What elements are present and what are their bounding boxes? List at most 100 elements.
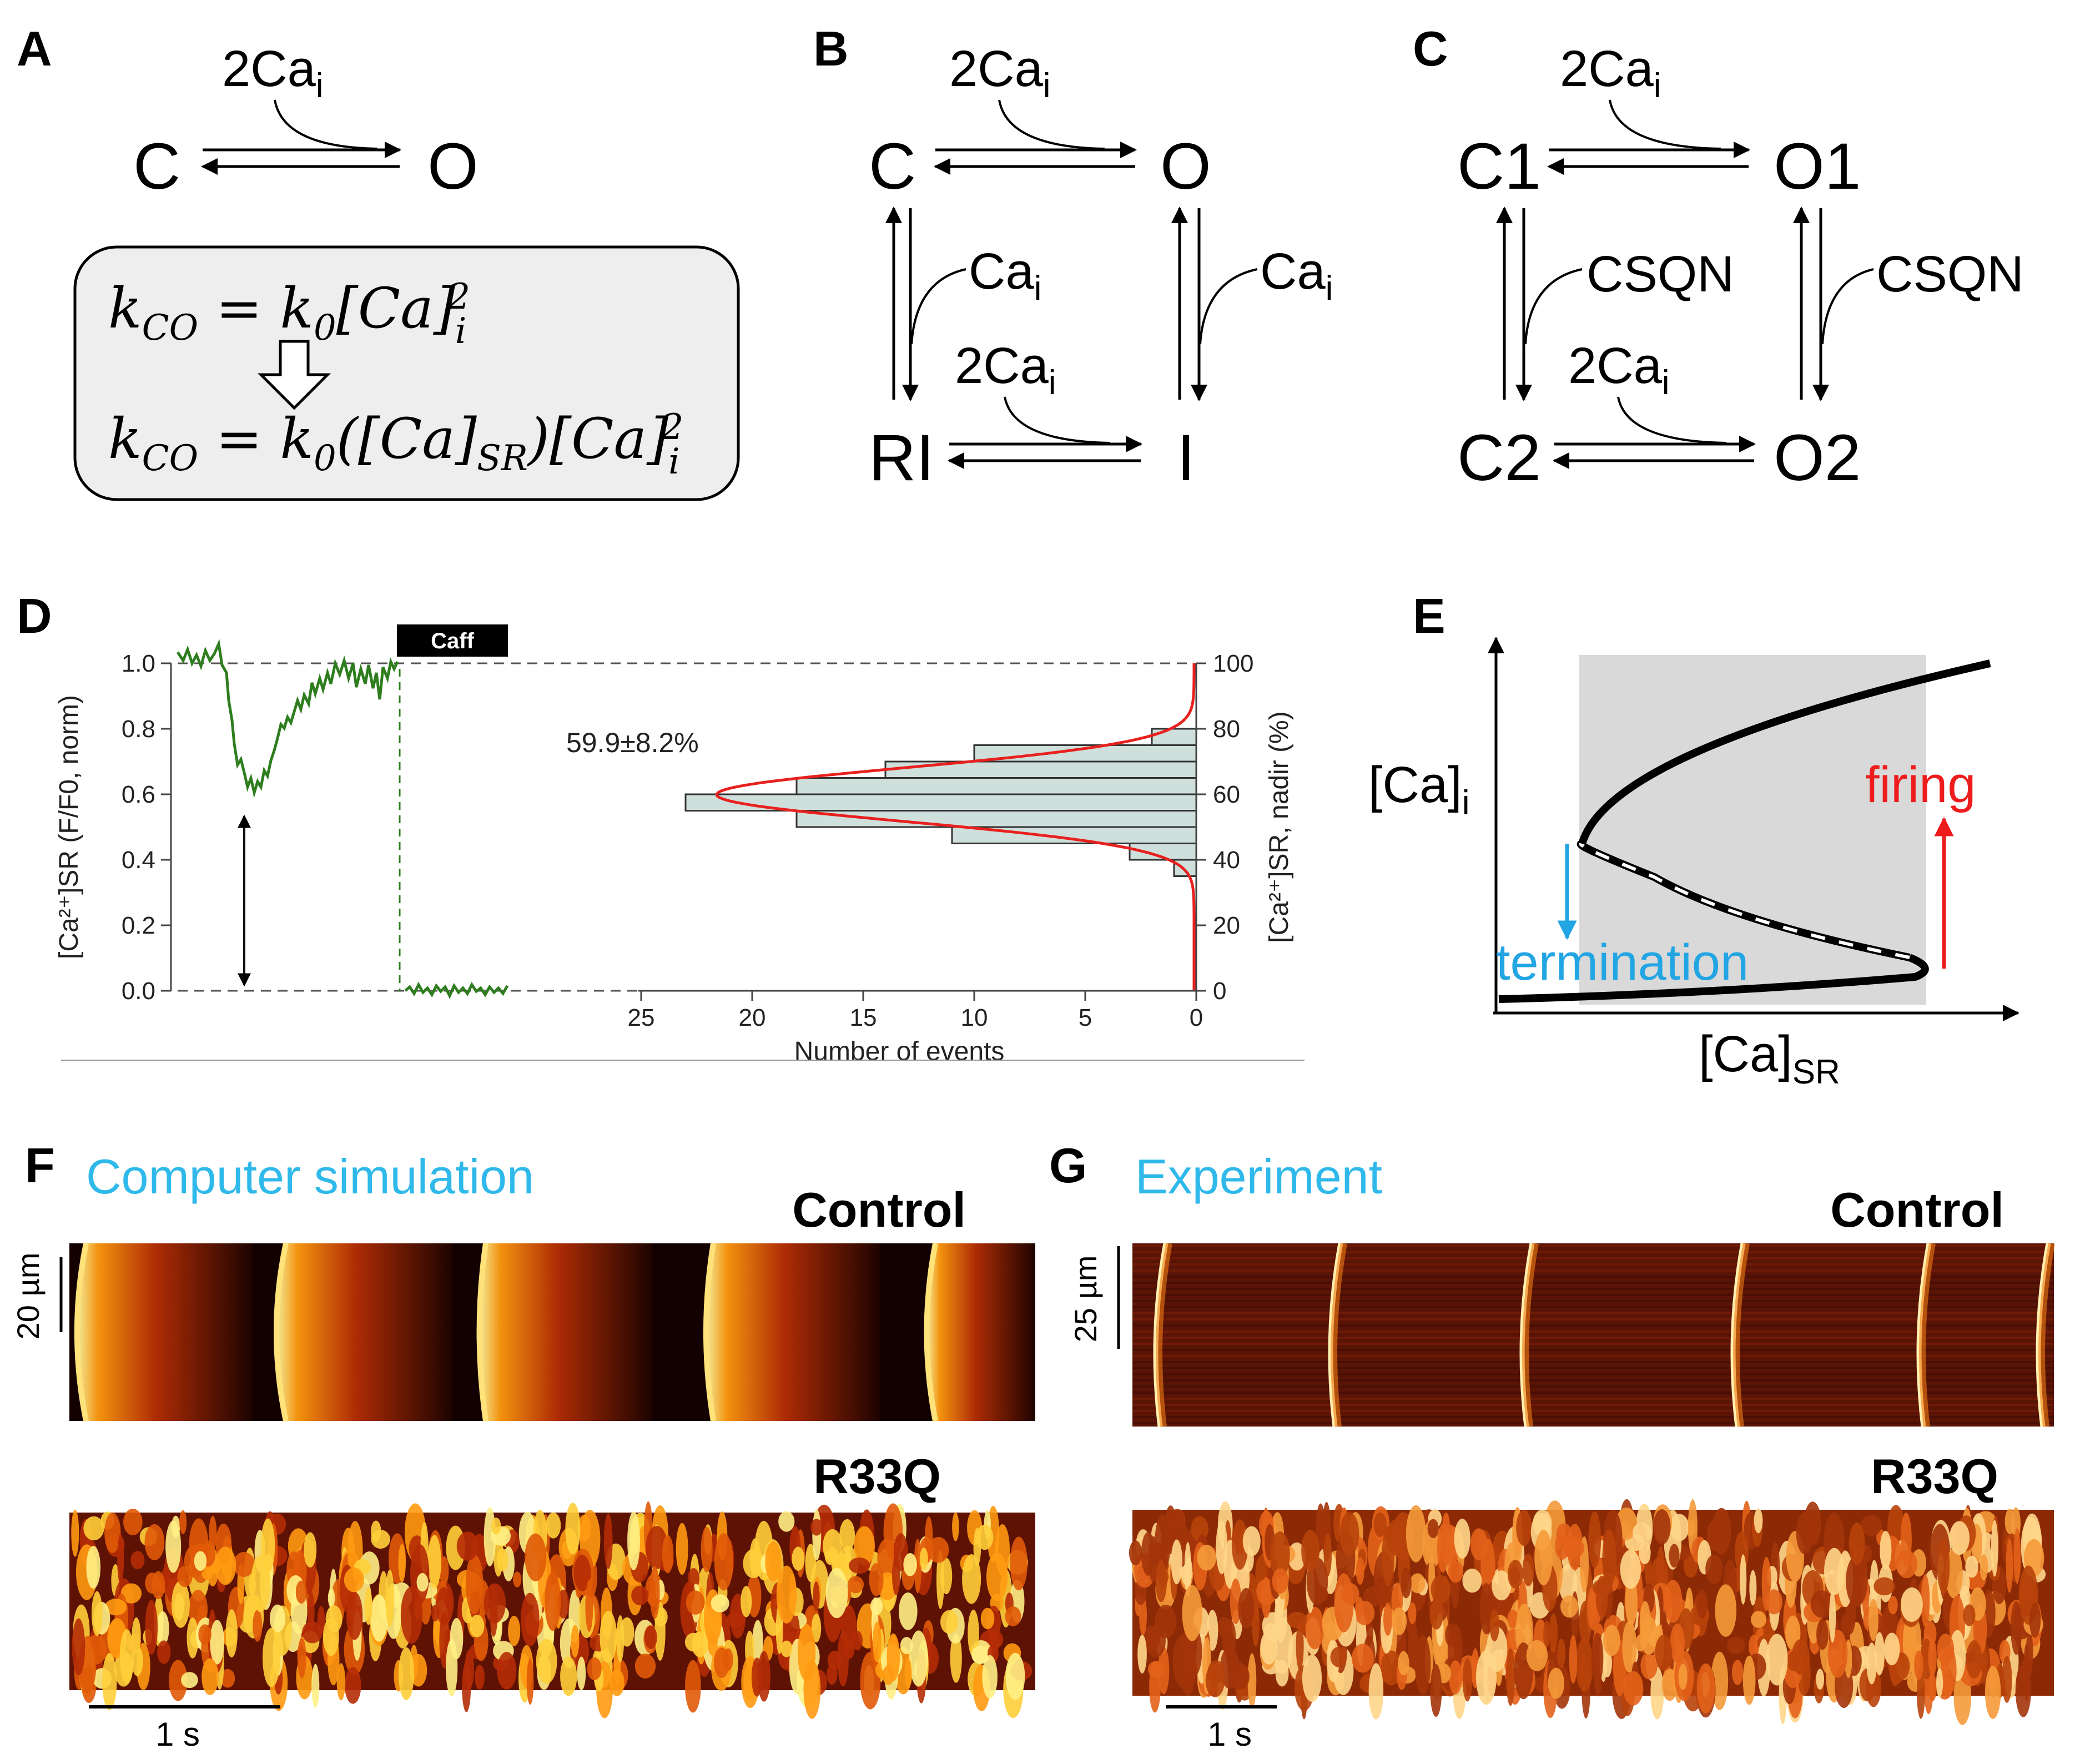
calcium-spark [1479,1582,1493,1635]
calcium-spark [1664,1580,1683,1623]
calcium-spark [797,1624,816,1681]
b-state-ri: RI [869,421,934,495]
calcium-spark [1592,1579,1613,1596]
calcium-spark [1430,1664,1442,1717]
calcium-spark [1414,1635,1431,1695]
g-control-linescan [1132,1242,2055,1427]
calcium-spark [810,1519,823,1536]
calcium-spark [1137,1635,1147,1674]
calcium-spark [1696,1589,1708,1619]
calcium-spark [2006,1539,2013,1593]
calcium-spark [1296,1621,1304,1671]
calcium-spark [83,1516,104,1541]
calcium-spark [971,1645,989,1665]
calcium-spark [813,1581,820,1611]
b-top-curve [998,99,1105,150]
calcium-spark [995,1524,1010,1576]
calcium-spark [573,1555,591,1591]
calcium-spark [1139,1596,1147,1636]
calcium-spark [1005,1606,1021,1626]
d-caff-box [397,624,508,657]
e-lower-branch [1498,954,1929,1003]
d-left-tick-label: 0.6 [122,781,155,808]
calcium-spark [1569,1635,1578,1684]
f-mutant-label: R33Q [813,1449,941,1504]
calcium-spark [634,1654,656,1679]
calcium-spark [1462,1658,1473,1702]
c-state-c1: C1 [1457,130,1541,203]
calcium-spark [825,1568,848,1619]
calcium-spark [157,1640,171,1664]
calcium-spark [882,1665,895,1685]
calcium-spark [410,1654,427,1687]
calcium-spark [1749,1570,1757,1606]
calcium-spark [398,1544,406,1582]
calcium-spark [295,1580,307,1604]
calcium-spark [371,1520,381,1542]
calcium-spark [1796,1512,1814,1555]
calcium-spark [1846,1555,1868,1607]
calcium-spark [1705,1554,1723,1584]
calcium-spark [1368,1663,1384,1720]
calcium-spark [1507,1560,1523,1589]
calcium-spark [1242,1526,1261,1556]
calcium-spark [470,1615,485,1637]
d-trace-before [176,639,399,798]
calcium-spark [620,1617,634,1647]
calcium-spark [603,1513,613,1569]
c-right-ligand: CSQN [1876,246,2024,303]
a-equation-1: kCO = k0[Ca]i2 [108,276,470,352]
calcium-spark [577,1656,586,1691]
calcium-spark [1182,1585,1202,1641]
calcium-spark [225,1609,238,1658]
d-left-tick-label: 0.2 [122,912,155,939]
calcium-spark [988,1631,1004,1648]
calcium-spark [1726,1637,1745,1654]
calcium-spark [1829,1591,1836,1643]
calcium-spark [263,1627,280,1687]
calcium-spark [1351,1644,1374,1673]
calcium-spark [1786,1651,1800,1671]
calcium-spark [780,1640,793,1657]
calcium-spark [1216,1520,1228,1575]
calcium-spark [123,1509,143,1535]
panel-d: D 0.0 0.2 0.4 0.6 0.8 1.0 [Ca²⁺]SR (F/F0, nor… [17,588,1305,1066]
b-left-ligand: Cai [969,243,1041,308]
calcium-wave [926,1243,1035,1421]
calcium-spark [198,1624,211,1645]
calcium-wave-halo [1331,1242,1347,1427]
d-x-tick-label: 5 [1079,1004,1092,1031]
calcium-spark [2013,1528,2021,1584]
calcium-spark [684,1632,703,1652]
d-right-tick-label: 60 [1213,781,1240,808]
calcium-spark [1816,1619,1829,1650]
g-title: Experiment [1135,1149,1382,1204]
calcium-spark [202,1658,219,1695]
calcium-wave-front [476,1243,488,1422]
calcium-spark [1155,1560,1167,1602]
calcium-spark [2005,1509,2016,1534]
calcium-spark [757,1651,770,1702]
calcium-wave-front [274,1242,289,1422]
d-caff-label: Caff [431,629,474,653]
d-histogram [684,728,1197,877]
calcium-spark [565,1503,581,1555]
calcium-spark [900,1637,913,1655]
calcium-spark [526,1658,534,1705]
calcium-spark [144,1524,165,1561]
calcium-spark [250,1555,271,1612]
a-equation-box [73,245,740,501]
calcium-spark [1010,1536,1028,1591]
calcium-spark [1936,1668,1943,1697]
calcium-spark [1437,1524,1449,1573]
calcium-wave-front [924,1243,938,1422]
a-ligand: 2Cai [222,41,324,105]
calcium-spark [1305,1606,1324,1650]
calcium-spark [1431,1575,1451,1604]
calcium-spark [711,1594,729,1612]
calcium-spark [847,1576,864,1594]
b-top-ligand: 2Cai [949,41,1051,105]
calcium-spark [860,1652,881,1710]
calcium-spark [968,1609,979,1657]
calcium-spark [269,1604,286,1633]
